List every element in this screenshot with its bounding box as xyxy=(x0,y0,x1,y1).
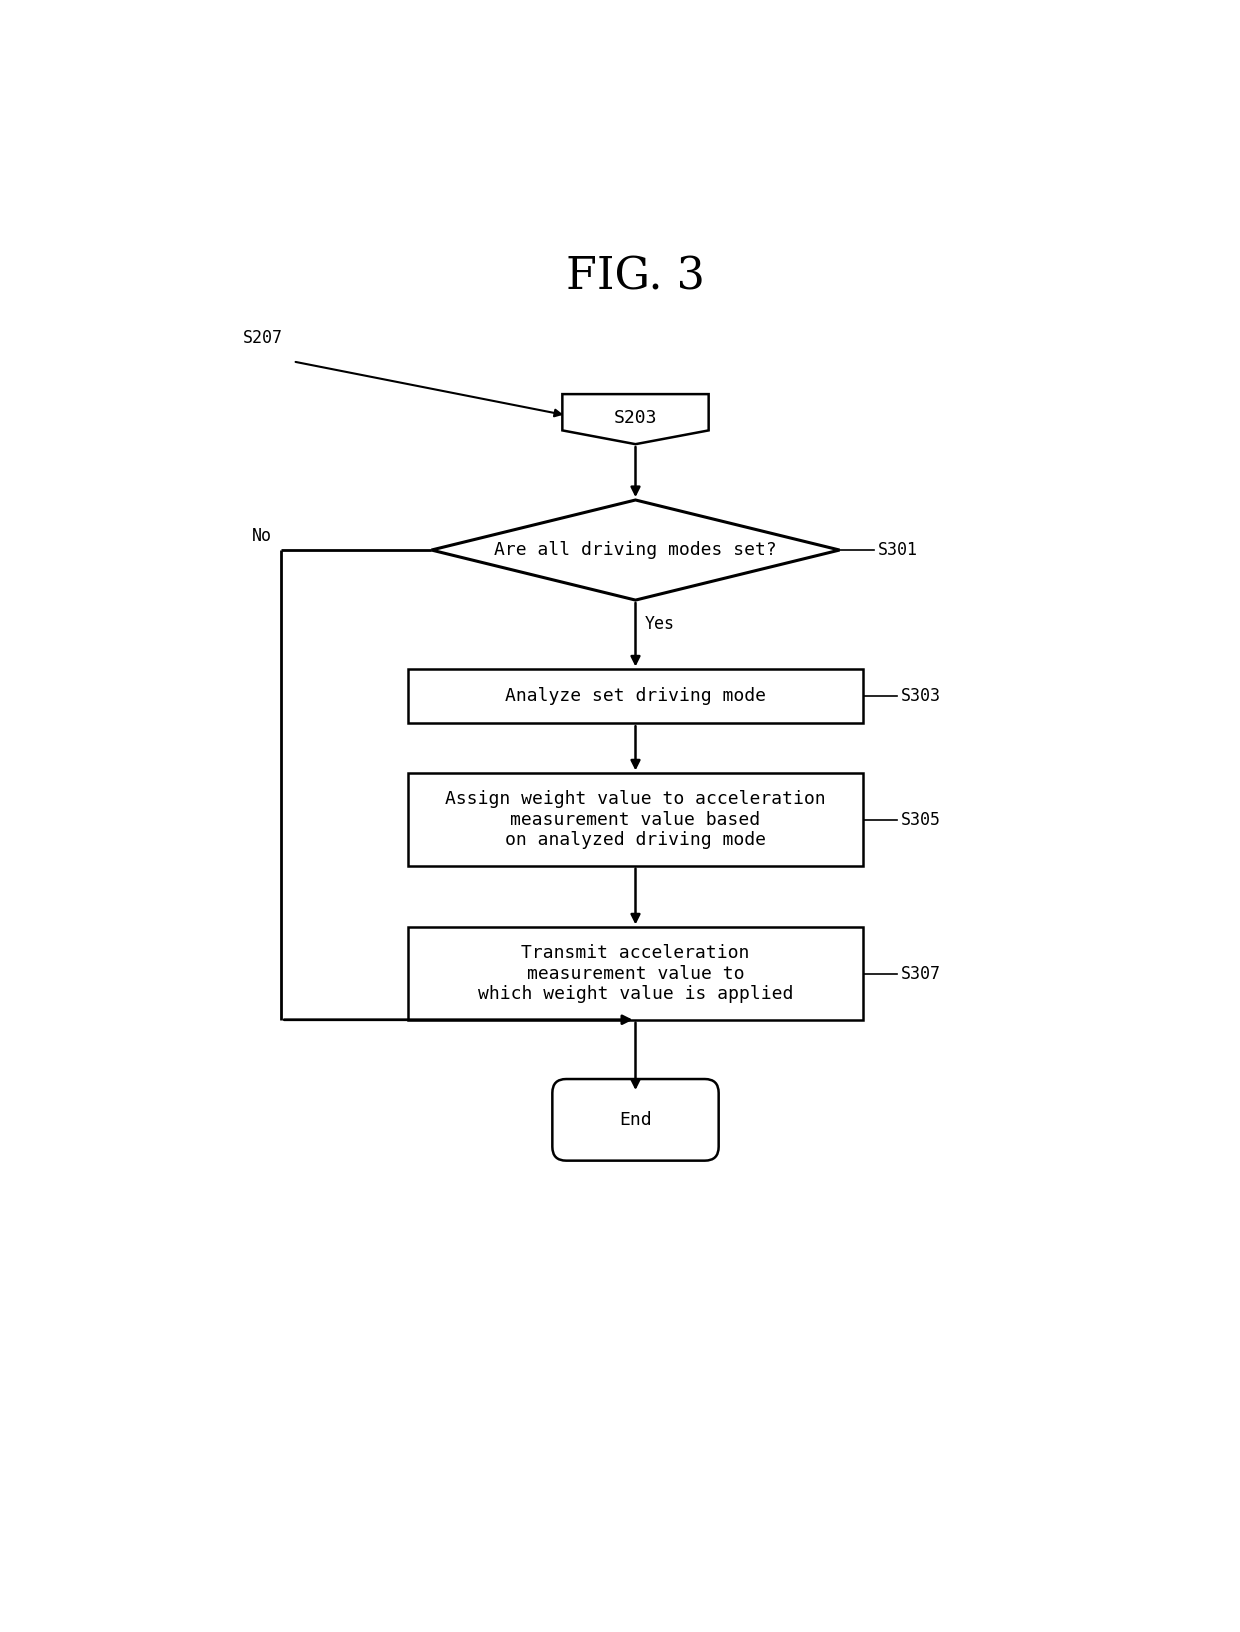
Text: FIG. 3: FIG. 3 xyxy=(567,255,704,299)
Text: S301: S301 xyxy=(878,542,918,560)
Text: End: End xyxy=(619,1111,652,1129)
Text: Transmit acceleration
measurement value to
which weight value is applied: Transmit acceleration measurement value … xyxy=(477,943,794,1004)
Text: S303: S303 xyxy=(901,687,941,705)
FancyBboxPatch shape xyxy=(408,669,863,723)
Text: S305: S305 xyxy=(901,811,941,829)
Text: Are all driving modes set?: Are all driving modes set? xyxy=(494,542,777,560)
FancyBboxPatch shape xyxy=(552,1079,719,1160)
Text: Yes: Yes xyxy=(645,615,675,633)
Text: S307: S307 xyxy=(901,965,941,982)
FancyBboxPatch shape xyxy=(408,927,863,1020)
Polygon shape xyxy=(563,393,708,444)
Text: Assign weight value to acceleration
measurement value based
on analyzed driving : Assign weight value to acceleration meas… xyxy=(445,790,826,849)
Text: No: No xyxy=(252,527,272,545)
Text: Analyze set driving mode: Analyze set driving mode xyxy=(505,687,766,705)
FancyBboxPatch shape xyxy=(408,774,863,865)
Text: S203: S203 xyxy=(614,408,657,426)
Text: S207: S207 xyxy=(243,330,283,348)
Polygon shape xyxy=(432,499,839,601)
